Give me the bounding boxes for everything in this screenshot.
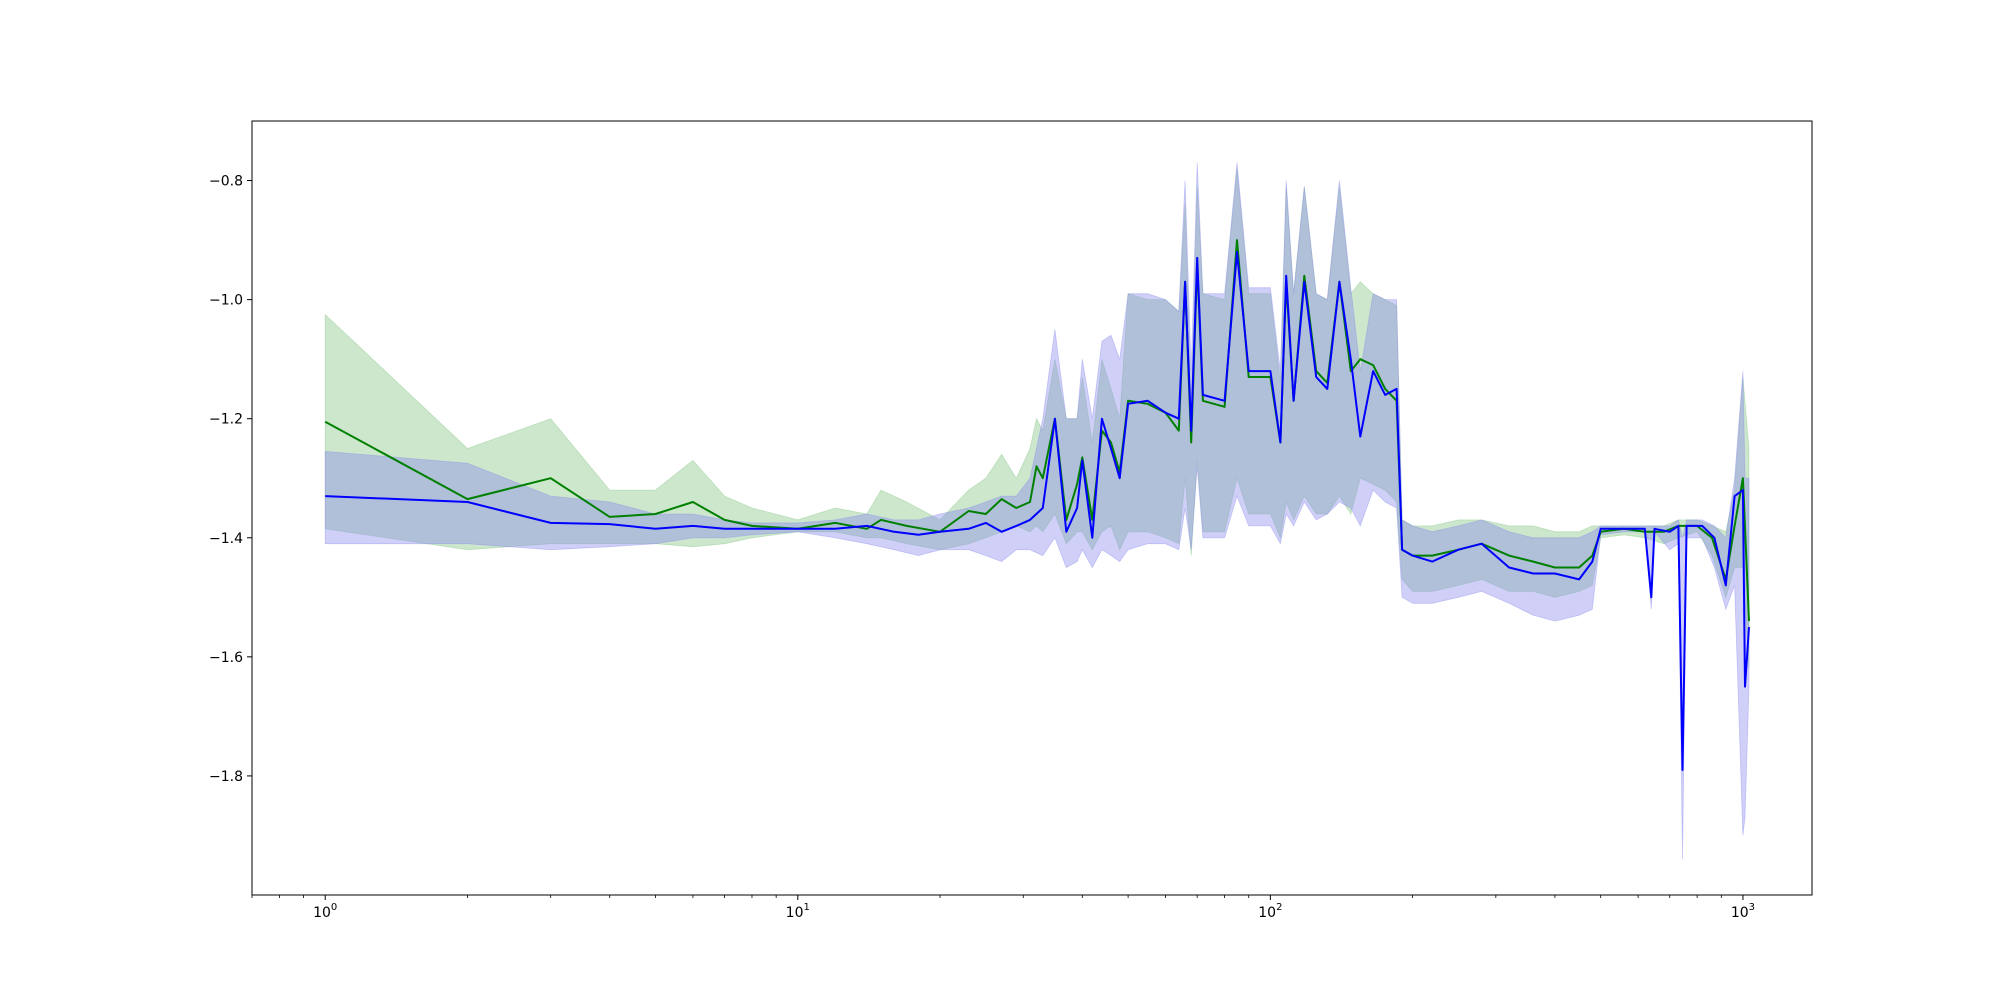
series-1-line — [324, 239, 1750, 622]
y-tick-label: −0.8 — [209, 174, 243, 190]
y-axis: −0.8 −1.0 −1.2 −1.4 −1.6 −1.8 — [209, 174, 252, 785]
x-tick-label: 101 — [786, 902, 810, 921]
x-tick-label: 103 — [1731, 902, 1755, 921]
y-tick-label: −1.0 — [209, 293, 243, 309]
y-tick-label: −1.4 — [209, 531, 243, 547]
x-tick-label: 100 — [313, 902, 337, 921]
y-tick-label: −1.6 — [209, 650, 243, 666]
y-tick-label: −1.2 — [209, 412, 243, 428]
axes-frame — [251, 120, 1813, 896]
series-2-line — [325, 251, 1750, 771]
series-2-band — [324, 162, 1750, 860]
confidence-bands — [324, 162, 1750, 860]
series-lines — [324, 239, 1750, 771]
y-tick-label: −1.8 — [209, 769, 243, 785]
plot-area — [324, 162, 1750, 860]
x-tick-label: 102 — [1258, 902, 1282, 921]
x-axis: 100 101 102 103 — [251, 895, 1755, 921]
series-1-band — [324, 168, 1750, 669]
